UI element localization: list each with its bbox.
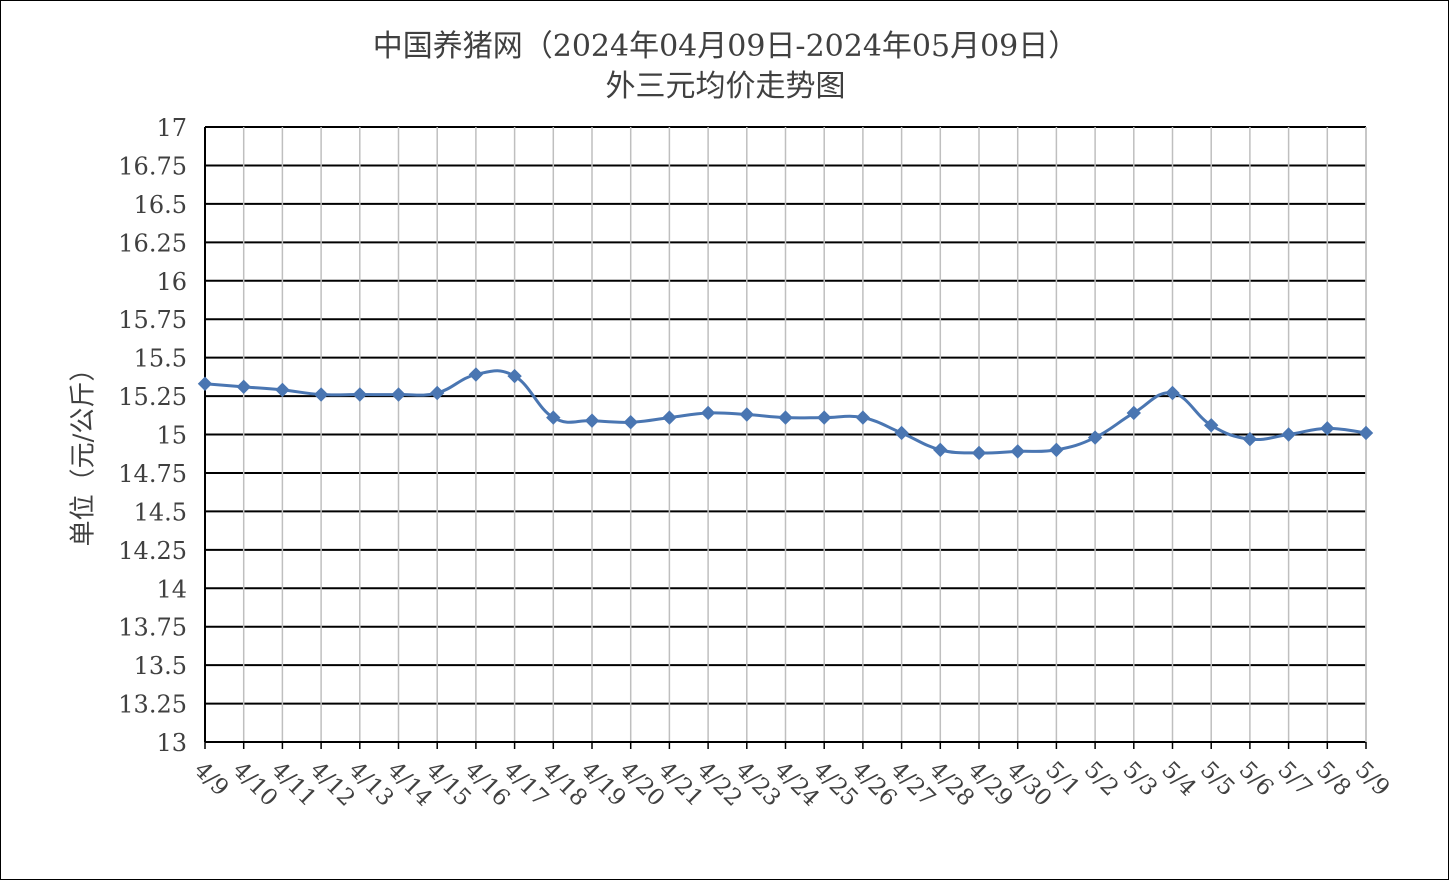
chart-subtitle: 外三元均价走势图 [605,69,846,104]
x-tick-label: 5/2 [1079,757,1124,802]
data-point-marker [1165,385,1180,401]
y-tick-label: 15.25 [118,383,187,411]
data-point-marker [739,407,755,422]
y-tick-label: 13.75 [118,614,187,642]
data-point-marker [662,410,677,425]
x-tick-label: 5/6 [1234,757,1279,802]
data-point-marker [1242,431,1258,447]
chart-title: 中国养猪网（2024年04月09日-2024年05月09日） [372,29,1079,64]
data-point-marker [1203,418,1219,433]
x-tick-label: 5/3 [1118,757,1163,802]
x-tick-label: 4/9 [189,757,234,802]
y-tick-labels: 13 13.25 13.5 13.75 14 14.25 14.5 14.75 15 15.25 1… [118,114,187,757]
data-point-marker [236,379,251,395]
data-point-marker [816,410,832,425]
y-tick-label: 16.5 [134,191,187,219]
data-point-marker [933,442,948,458]
data-point-marker [507,368,522,384]
data-point-marker [584,413,600,428]
data-point-marker [623,414,638,430]
data-point-marker [391,387,406,402]
data-point-marker [468,367,484,382]
series-group [197,367,1374,461]
data-point-marker [894,425,909,441]
y-tick-label: 13.25 [118,691,187,719]
x-tick-label: 4/10 [227,757,282,812]
y-tick-label: 13.5 [134,652,187,680]
y-tick-label: 15.75 [118,306,187,334]
data-point-marker [1049,442,1064,458]
y-tick-label: 14.5 [134,498,187,526]
data-point-marker [1087,430,1103,445]
data-point-marker [1320,421,1335,436]
data-point-marker [275,382,290,398]
data-point-marker [1126,405,1142,421]
data-point-marker [971,445,987,461]
x-tick-labels: 4/94/104/114/124/134/144/154/164/174/184… [189,757,1395,812]
data-point-marker [1281,427,1296,442]
x-tick-label: 5/9 [1350,757,1395,802]
y-tick-label: 14.25 [118,537,187,565]
data-point-marker [1358,425,1374,441]
data-point-marker [546,410,561,425]
y-tick-label: 14.75 [118,460,187,488]
x-tick-label: 5/5 [1195,757,1240,802]
y-tick-label: 15 [156,422,187,450]
x-tick-label: 5/8 [1311,757,1356,802]
y-tick-label: 16.75 [118,152,187,180]
y-tick-label: 16 [156,268,187,296]
x-tick-label: 5/4 [1156,757,1201,802]
y-tick-label: 14 [156,575,187,603]
data-point-marker [197,376,213,391]
y-tick-label: 13 [156,729,187,757]
x-tick-label: 5/7 [1272,757,1317,802]
data-point-marker [429,385,445,401]
data-point-marker [778,410,793,425]
y-tick-label: 16.25 [118,229,187,257]
data-point-marker [855,410,871,425]
data-point-marker [352,387,368,402]
y-tick-label: 17 [156,114,187,142]
data-point-marker [700,405,716,421]
data-point-marker [313,387,329,402]
data-point-marker [1010,444,1025,459]
y-tick-label: 15.5 [134,345,187,373]
